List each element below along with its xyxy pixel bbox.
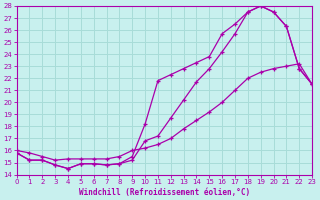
X-axis label: Windchill (Refroidissement éolien,°C): Windchill (Refroidissement éolien,°C) (79, 188, 250, 197)
